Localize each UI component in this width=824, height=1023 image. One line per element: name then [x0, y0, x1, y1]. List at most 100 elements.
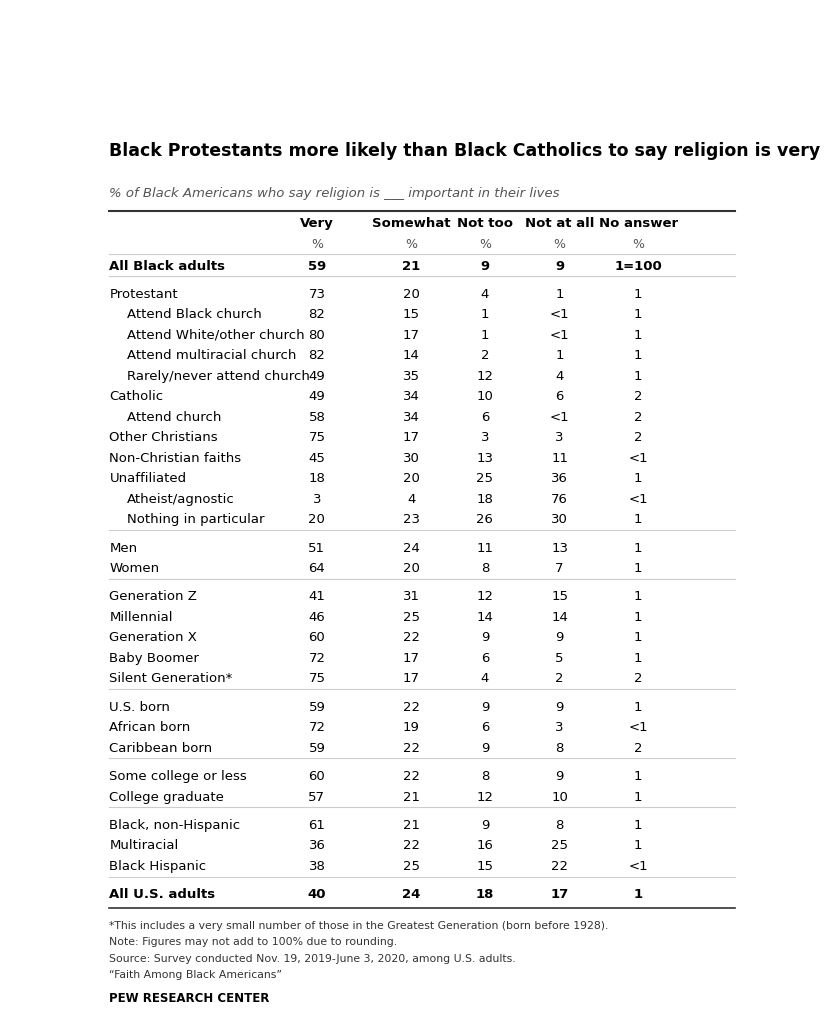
Text: 1: 1	[555, 288, 564, 301]
Text: <1: <1	[550, 329, 569, 342]
Text: 1: 1	[634, 350, 643, 362]
Text: 17: 17	[403, 652, 420, 665]
Text: 1: 1	[634, 473, 643, 485]
Text: 72: 72	[308, 721, 325, 735]
Text: 49: 49	[308, 370, 325, 383]
Text: 1: 1	[634, 541, 643, 554]
Text: Very: Very	[300, 217, 334, 230]
Text: <1: <1	[629, 452, 648, 464]
Text: 25: 25	[551, 840, 568, 852]
Text: PEW RESEARCH CENTER: PEW RESEARCH CENTER	[110, 991, 269, 1005]
Text: Catholic: Catholic	[110, 391, 163, 403]
Text: 2: 2	[634, 411, 643, 424]
Text: 22: 22	[403, 770, 420, 783]
Text: 1: 1	[634, 791, 643, 803]
Text: 1: 1	[634, 562, 643, 575]
Text: 51: 51	[308, 541, 325, 554]
Text: 82: 82	[308, 350, 325, 362]
Text: 3: 3	[480, 432, 489, 444]
Text: 6: 6	[480, 721, 489, 735]
Text: African born: African born	[110, 721, 190, 735]
Text: 30: 30	[403, 452, 420, 464]
Text: 17: 17	[403, 672, 420, 685]
Text: 2: 2	[480, 350, 489, 362]
Text: 15: 15	[476, 860, 494, 873]
Text: Not at all: Not at all	[525, 217, 594, 230]
Text: <1: <1	[629, 493, 648, 505]
Text: 8: 8	[555, 818, 564, 832]
Text: Protestant: Protestant	[110, 288, 178, 301]
Text: 6: 6	[555, 391, 564, 403]
Text: 18: 18	[476, 493, 494, 505]
Text: 6: 6	[480, 652, 489, 665]
Text: 21: 21	[402, 260, 420, 272]
Text: Generation Z: Generation Z	[110, 590, 197, 604]
Text: 9: 9	[555, 631, 564, 644]
Text: 22: 22	[403, 742, 420, 755]
Text: 1: 1	[634, 329, 643, 342]
Text: 13: 13	[551, 541, 568, 554]
Text: 22: 22	[403, 631, 420, 644]
Text: 60: 60	[308, 770, 325, 783]
Text: 82: 82	[308, 309, 325, 321]
Text: 8: 8	[555, 742, 564, 755]
Text: % of Black Americans who say religion is ___ important in their lives: % of Black Americans who say religion is…	[110, 187, 559, 201]
Text: 4: 4	[407, 493, 415, 505]
Text: Attend church: Attend church	[127, 411, 222, 424]
Text: Attend Black church: Attend Black church	[127, 309, 262, 321]
Text: 35: 35	[403, 370, 420, 383]
Text: 14: 14	[403, 350, 420, 362]
Text: 73: 73	[308, 288, 325, 301]
Text: 31: 31	[403, 590, 420, 604]
Text: 1: 1	[634, 514, 643, 526]
Text: 24: 24	[402, 888, 420, 901]
Text: 1: 1	[634, 840, 643, 852]
Text: 8: 8	[480, 770, 489, 783]
Text: Rarely/never attend church: Rarely/never attend church	[127, 370, 310, 383]
Text: Millennial: Millennial	[110, 611, 173, 624]
Text: *This includes a very small number of those in the Greatest Generation (born bef: *This includes a very small number of th…	[110, 921, 609, 931]
Text: 75: 75	[308, 672, 325, 685]
Text: 1: 1	[480, 309, 489, 321]
Text: Multiracial: Multiracial	[110, 840, 179, 852]
Text: 1: 1	[634, 652, 643, 665]
Text: 13: 13	[476, 452, 494, 464]
Text: 57: 57	[308, 791, 325, 803]
Text: Non-Christian faiths: Non-Christian faiths	[110, 452, 241, 464]
Text: 34: 34	[403, 411, 420, 424]
Text: 1: 1	[634, 701, 643, 714]
Text: 59: 59	[308, 742, 325, 755]
Text: 9: 9	[480, 742, 489, 755]
Text: 1: 1	[634, 288, 643, 301]
Text: Nothing in particular: Nothing in particular	[127, 514, 265, 526]
Text: 4: 4	[480, 672, 489, 685]
Text: 4: 4	[480, 288, 489, 301]
Text: 20: 20	[403, 288, 420, 301]
Text: Men: Men	[110, 541, 138, 554]
Text: 25: 25	[403, 611, 420, 624]
Text: 1: 1	[634, 818, 643, 832]
Text: 20: 20	[308, 514, 325, 526]
Text: Note: Figures may not add to 100% due to rounding.: Note: Figures may not add to 100% due to…	[110, 937, 397, 947]
Text: 4: 4	[555, 370, 564, 383]
Text: 2: 2	[634, 391, 643, 403]
Text: 1: 1	[634, 590, 643, 604]
Text: 5: 5	[555, 652, 564, 665]
Text: 11: 11	[476, 541, 494, 554]
Text: 36: 36	[308, 840, 325, 852]
Text: 25: 25	[476, 473, 494, 485]
Text: 61: 61	[308, 818, 325, 832]
Text: 22: 22	[403, 701, 420, 714]
Text: 3: 3	[312, 493, 321, 505]
Text: 17: 17	[403, 432, 420, 444]
Text: Women: Women	[110, 562, 160, 575]
Text: 1: 1	[555, 350, 564, 362]
Text: 2: 2	[634, 432, 643, 444]
Text: Black, non-Hispanic: Black, non-Hispanic	[110, 818, 241, 832]
Text: 8: 8	[480, 562, 489, 575]
Text: Baby Boomer: Baby Boomer	[110, 652, 199, 665]
Text: 9: 9	[555, 260, 564, 272]
Text: Atheist/agnostic: Atheist/agnostic	[127, 493, 235, 505]
Text: Black Protestants more likely than Black Catholics to say religion is very impor: Black Protestants more likely than Black…	[110, 142, 824, 161]
Text: 58: 58	[308, 411, 325, 424]
